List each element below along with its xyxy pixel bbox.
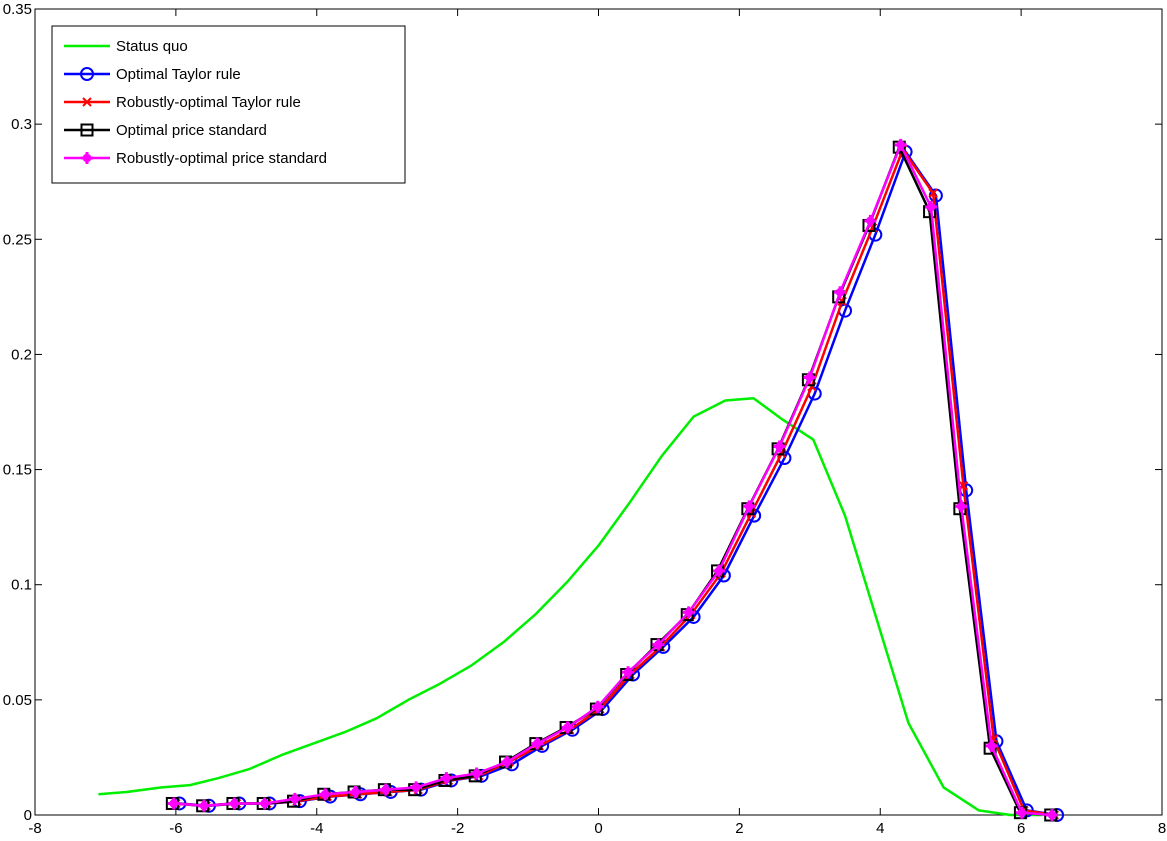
data-point <box>622 666 635 679</box>
x-tick-label: 4 <box>876 820 884 837</box>
data-point <box>379 783 392 796</box>
legend-entry-label: Robustly-optimal price standard <box>116 150 327 167</box>
series-4 <box>167 138 1059 821</box>
axes: -8 -6 -4 -2 0 2 4 6 8 0 0.05 0.1 0.15 0.2 0.25 0.3 0.35 <box>3 1 1166 837</box>
series-0 <box>98 396 1043 817</box>
data-point <box>349 785 362 798</box>
x-tick-label: -2 <box>451 820 464 837</box>
y-tick-label: 0 <box>24 807 32 824</box>
data-point <box>258 797 271 810</box>
data-point <box>652 638 665 651</box>
legend-entry-label: Status quo <box>116 38 188 55</box>
data-point <box>743 500 756 513</box>
legend-entry-label: Optimal price standard <box>116 122 267 139</box>
data-point <box>440 772 453 785</box>
data-point <box>288 792 301 805</box>
x-tick-label: 0 <box>594 820 602 837</box>
y-tick-label: 0.3 <box>11 116 32 133</box>
data-point <box>834 286 847 299</box>
data-point <box>561 721 574 734</box>
legend-swatch-marker <box>81 152 93 164</box>
legend-entry-label: Robustly-optimal Taylor rule <box>116 94 301 111</box>
data-point <box>803 371 816 384</box>
y-tick-label: 0.05 <box>3 692 32 709</box>
data-point <box>894 138 907 151</box>
x-tick-label: 2 <box>735 820 743 837</box>
data-point <box>470 767 483 780</box>
data-point <box>1046 809 1059 821</box>
data-point <box>198 799 211 812</box>
x-tick-label: -6 <box>169 820 182 837</box>
y-tick-label: 0.15 <box>3 462 32 479</box>
series-layer <box>98 138 1065 822</box>
legend-box <box>51 25 406 184</box>
data-point <box>228 797 241 810</box>
y-tick-label: 0.25 <box>3 231 32 248</box>
legend-swatch-marker <box>82 97 92 107</box>
y-tick-label: 0.1 <box>11 577 32 594</box>
y-tick-label: 0.35 <box>3 1 32 18</box>
x-tick-label: -4 <box>310 820 323 837</box>
legend-swatch-marker <box>80 123 94 137</box>
data-point <box>410 781 423 794</box>
x-tick-label: 6 <box>1017 820 1025 837</box>
data-point <box>167 797 180 810</box>
data-point <box>928 188 938 198</box>
data-point <box>712 564 725 577</box>
y-tick-label: 0.2 <box>11 346 32 363</box>
data-point <box>773 440 786 453</box>
legend: Status quo Optimal Taylor rule Robustly-op… <box>51 25 406 184</box>
data-point <box>531 737 544 750</box>
x-tick-label: 8 <box>1158 820 1166 837</box>
data-point <box>591 700 604 713</box>
x-tick-label: -8 <box>28 820 41 837</box>
data-point <box>985 739 998 752</box>
data-point <box>955 500 968 513</box>
series-line <box>98 396 1043 817</box>
data-point <box>864 214 877 227</box>
data-point <box>682 606 695 619</box>
data-point <box>500 756 513 769</box>
legend-swatch-marker <box>80 67 94 81</box>
legend-entry-label: Optimal Taylor rule <box>116 66 241 83</box>
data-point <box>1015 806 1028 819</box>
data-point <box>924 201 937 214</box>
data-point <box>319 788 332 801</box>
